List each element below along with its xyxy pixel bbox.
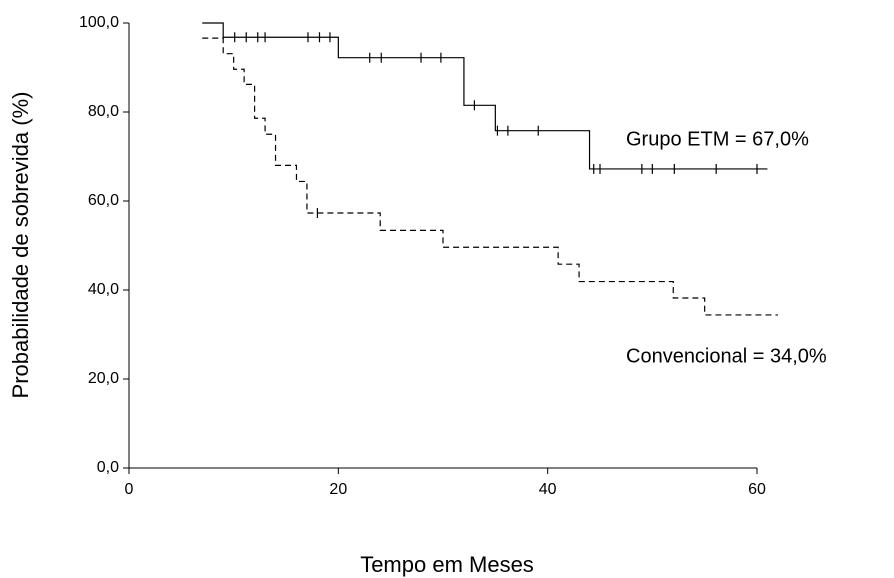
y-tick-label: 100,0: [79, 14, 119, 31]
survival-curve: [202, 22, 768, 170]
annotation: Convencional = 34,0%: [626, 345, 827, 367]
x-tick-label: 0: [125, 481, 134, 498]
y-tick-label: 20,0: [88, 370, 119, 387]
y-tick-label: 60,0: [88, 192, 119, 209]
x-tick-label: 60: [748, 481, 766, 498]
y-tick-label: 0,0: [97, 459, 119, 476]
x-axis-label: Tempo em Meses: [360, 552, 534, 577]
y-tick-label: 40,0: [88, 281, 119, 298]
survival-curve: [202, 37, 778, 316]
x-tick-label: 40: [539, 481, 557, 498]
x-tick-label: 20: [329, 481, 347, 498]
y-tick-label: 80,0: [88, 103, 119, 120]
annotation: Grupo ETM = 67,0%: [626, 128, 809, 150]
y-axis-label: Probabilidade de sobrevida (%): [8, 92, 33, 399]
